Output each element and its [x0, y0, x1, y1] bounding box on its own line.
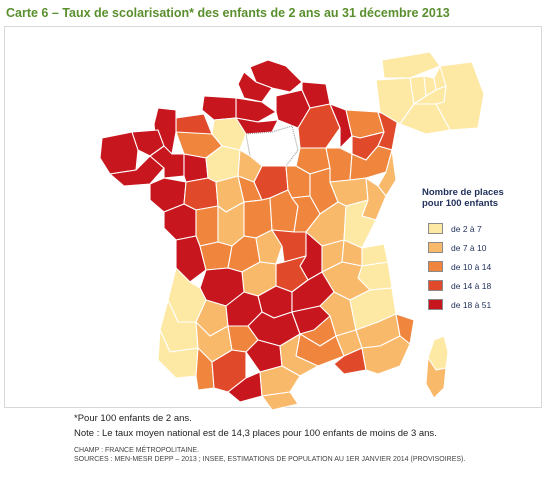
- department-bouches-du-rhone: [333, 347, 367, 375]
- sources-text: SOURCES : MEN-MESR DEPP – 2013 ; INSEE, …: [74, 456, 466, 463]
- legend-label: de 10 à 14: [451, 261, 492, 272]
- map-title: Carte 6 – Taux de scolarisation* des enf…: [6, 6, 450, 20]
- department-creuse: [255, 229, 283, 265]
- legend-swatch: [428, 261, 443, 272]
- department-mayenne: [183, 153, 209, 183]
- legend-item: de 18 à 51: [422, 295, 532, 314]
- department-meuse: [329, 103, 353, 149]
- note-text: Note : Le taux moyen national est de 14,…: [74, 428, 437, 439]
- department-haut-rhin: [377, 149, 397, 197]
- legend-swatch: [428, 280, 443, 291]
- department-deux-sevres: [195, 205, 219, 247]
- department-aude: [259, 365, 301, 397]
- mainland-france: [99, 59, 415, 411]
- legend-label: de 18 à 51: [451, 299, 492, 310]
- department-maine-et-loire: [183, 177, 219, 211]
- corsica: [425, 335, 449, 399]
- department-corse-du-sud: [425, 357, 447, 399]
- legend-item: de 2 à 7: [422, 219, 532, 238]
- map-legend: Nombre de places pour 100 enfants de 2 à…: [422, 187, 532, 314]
- legend-swatch: [428, 299, 443, 310]
- legend-title-line1: Nombre de places: [422, 187, 504, 198]
- department-charente: [199, 241, 233, 271]
- champ-text: CHAMP : FRANCE MÉTROPOLITAINE.: [74, 447, 199, 454]
- legend-swatch: [428, 223, 443, 234]
- department-seine-maritime: [201, 95, 237, 121]
- department-pyrenees-orientales: [261, 391, 299, 411]
- inset-val-de-marne: [413, 85, 447, 105]
- department-var: [361, 335, 411, 375]
- legend-title-line2: pour 100 enfants: [422, 198, 499, 209]
- department-somme: [235, 97, 277, 123]
- legend-item: de 10 à 14: [422, 257, 532, 276]
- legend-title: Nombre de places pour 100 enfants: [422, 187, 532, 209]
- legend-label: de 14 à 18: [451, 280, 492, 291]
- legend-label: de 7 à 10: [451, 242, 487, 253]
- inset-essonne: [399, 103, 451, 135]
- legend-item: de 14 à 18: [422, 276, 532, 295]
- footnote: *Pour 100 enfants de 2 ans.: [74, 413, 192, 424]
- notes-block: *Pour 100 enfants de 2 ans. Note : Le ta…: [74, 413, 465, 464]
- legend-items: de 2 à 7 de 7 à 10 de 10 à 14 de 14 à 18…: [422, 219, 532, 314]
- legend-label: de 2 à 7: [451, 223, 482, 234]
- department-finistere: [99, 131, 139, 175]
- inset-val-d-oise: [381, 51, 441, 79]
- legend-item: de 7 à 10: [422, 238, 532, 257]
- legend-swatch: [428, 242, 443, 253]
- ile-de-france-inset: [375, 51, 485, 135]
